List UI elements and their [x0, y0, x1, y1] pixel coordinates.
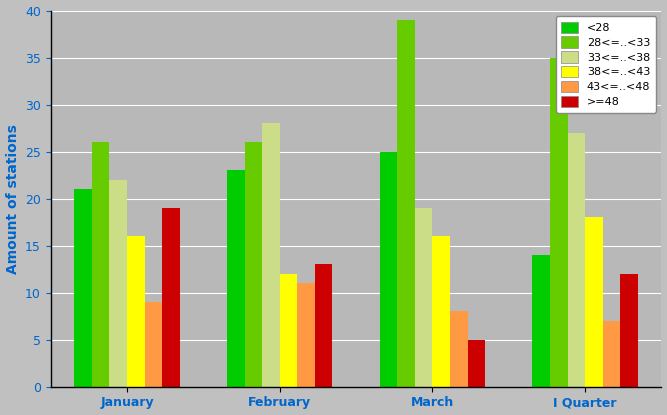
Bar [75, 189, 92, 387]
Bar [262, 123, 279, 387]
Bar [568, 133, 585, 387]
Bar [297, 283, 315, 387]
Bar [620, 274, 638, 387]
Bar [227, 171, 245, 387]
Bar [450, 312, 468, 387]
Bar [432, 236, 450, 387]
Bar [550, 58, 568, 387]
Bar [279, 274, 297, 387]
Bar [127, 236, 145, 387]
Bar [315, 264, 332, 387]
Bar [415, 208, 432, 387]
Bar [468, 340, 485, 387]
Bar [162, 208, 179, 387]
Y-axis label: Amount of stations: Amount of stations [5, 124, 19, 273]
Bar [585, 217, 603, 387]
Bar [603, 321, 620, 387]
Bar [245, 142, 262, 387]
Bar [145, 302, 162, 387]
Bar [109, 180, 127, 387]
Bar [532, 255, 550, 387]
Bar [92, 142, 109, 387]
Bar [398, 20, 415, 387]
Bar [380, 151, 398, 387]
Legend: <28, 28<=..<33, 33<=..<38, 38<=..<43, 43<=..<48, >=48: <28, 28<=..<33, 33<=..<38, 38<=..<43, 43… [556, 16, 656, 112]
